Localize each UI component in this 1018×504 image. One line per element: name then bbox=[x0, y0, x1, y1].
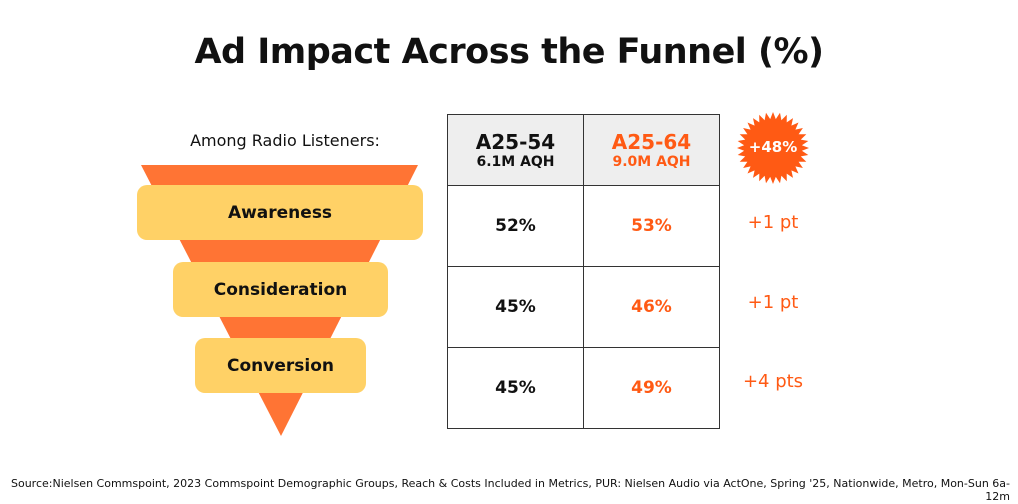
table-cell: 45% bbox=[447, 347, 584, 429]
delta-awareness: +1 pt bbox=[747, 212, 799, 233]
funnel-subtitle: Among Radio Listeners: bbox=[190, 131, 380, 150]
header-a25-54: A25-54 6.1M AQH bbox=[447, 114, 584, 186]
header-sub: 6.1M AQH bbox=[476, 154, 555, 170]
header-a25-64: A25-64 9.0M AQH bbox=[583, 114, 720, 186]
table-cell: 49% bbox=[583, 347, 720, 429]
table-cell: 45% bbox=[447, 266, 584, 348]
funnel-stage-awareness: Awareness bbox=[137, 185, 423, 240]
table-cell: 53% bbox=[583, 185, 720, 267]
delta-consideration: +1 pt bbox=[747, 292, 799, 313]
header-label: A25-54 bbox=[475, 130, 556, 154]
table-row: 45% 46% bbox=[447, 266, 720, 348]
header-label: A25-64 bbox=[611, 130, 692, 154]
source-note: Source:Nielsen Commspoint, 2023 Commspoi… bbox=[10, 477, 1010, 503]
funnel-stage-conversion: Conversion bbox=[195, 338, 366, 393]
table-cell: 52% bbox=[447, 185, 584, 267]
table-row: 45% 49% bbox=[447, 347, 720, 429]
table-header-row: A25-54 6.1M AQH A25-64 9.0M AQH bbox=[447, 114, 720, 186]
table-cell: 46% bbox=[583, 266, 720, 348]
badge-label: +48% bbox=[748, 138, 798, 156]
header-sub: 9.0M AQH bbox=[612, 154, 691, 170]
starburst-badge-shape bbox=[737, 112, 809, 184]
delta-conversion: +4 pts bbox=[742, 371, 804, 392]
table-row: 52% 53% bbox=[447, 185, 720, 267]
page-title: Ad Impact Across the Funnel (%) bbox=[194, 32, 824, 72]
funnel-stage-consideration: Consideration bbox=[173, 262, 388, 317]
impact-table: A25-54 6.1M AQH A25-64 9.0M AQH 52% 53% 45%… bbox=[447, 114, 720, 429]
